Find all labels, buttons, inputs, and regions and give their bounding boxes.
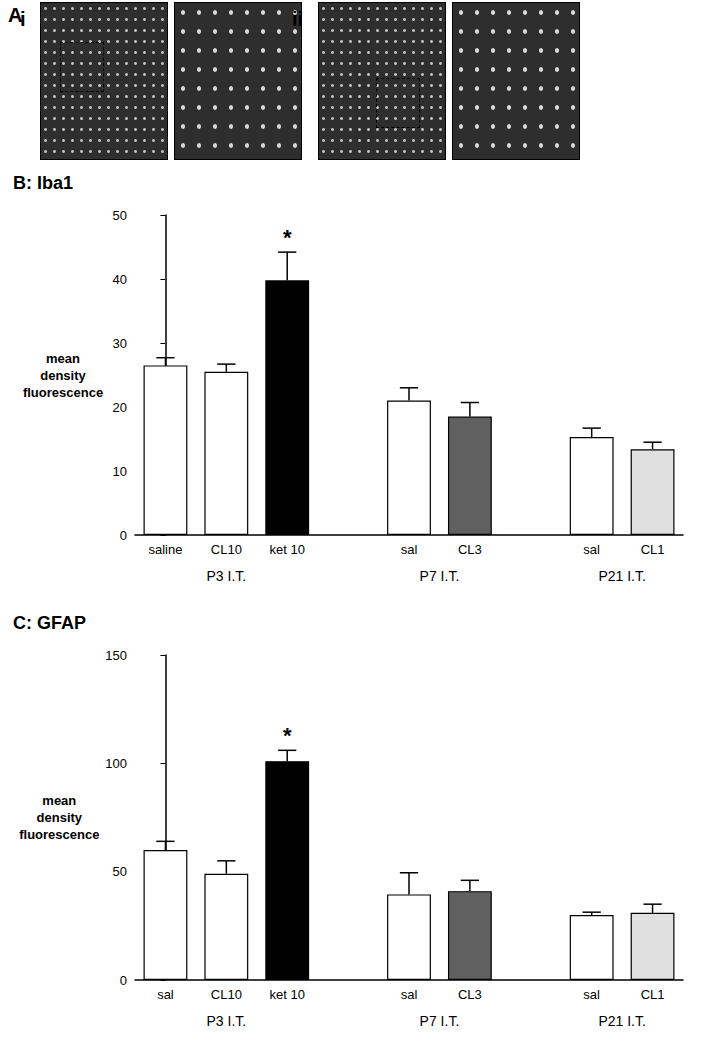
svg-text:P7 I.T.: P7 I.T. [420, 1013, 460, 1029]
html-text:A: A [8, 4, 23, 26]
svg-text:150: 150 [105, 648, 127, 663]
svg-text:sal: sal [157, 987, 174, 1002]
svg-text:P3 I.T.: P3 I.T. [206, 568, 246, 584]
svg-text:mean: mean [46, 351, 80, 366]
svg-text:*: * [283, 225, 292, 250]
svg-text:C: GFAP: C: GFAP [13, 613, 86, 633]
svg-text:sal: sal [401, 542, 418, 557]
svg-text:40: 40 [113, 272, 127, 287]
svg-text:fluorescence: fluorescence [19, 827, 99, 842]
svg-text:CL1: CL1 [641, 987, 665, 1002]
svg-text:sal: sal [583, 542, 600, 557]
svg-text:density: density [37, 810, 83, 825]
svg-text:50: 50 [113, 208, 127, 223]
svg-text:ket 10: ket 10 [270, 987, 305, 1002]
svg-text:50: 50 [113, 864, 127, 879]
svg-text:P21 I.T.: P21 I.T. [598, 568, 645, 584]
svg-text:B: Iba1: B: Iba1 [13, 173, 73, 193]
svg-text:0: 0 [120, 973, 127, 988]
svg-text:P7 I.T.: P7 I.T. [420, 568, 460, 584]
svg-text:P3 I.T.: P3 I.T. [206, 1013, 246, 1029]
html-text:i: i [20, 8, 26, 30]
svg-text:sal: sal [583, 987, 600, 1002]
svg-text:CL1: CL1 [641, 542, 665, 557]
svg-text:CL3: CL3 [458, 987, 482, 1002]
svg-text:CL3: CL3 [458, 542, 482, 557]
svg-text:100: 100 [105, 756, 127, 771]
svg-text:saline: saline [148, 542, 182, 557]
svg-text:P21 I.T.: P21 I.T. [598, 1013, 645, 1029]
svg-text:CL10: CL10 [211, 542, 242, 557]
svg-text:mean: mean [42, 793, 76, 808]
svg-text:*: * [283, 723, 292, 748]
svg-text:20: 20 [113, 400, 127, 415]
svg-text:0: 0 [120, 528, 127, 543]
svg-text:ket 10: ket 10 [270, 542, 305, 557]
svg-text:fluorescence: fluorescence [23, 385, 103, 400]
html-text:ii: ii [292, 8, 304, 30]
svg-text:30: 30 [113, 336, 127, 351]
svg-text:10: 10 [113, 464, 127, 479]
svg-text:density: density [40, 368, 86, 383]
svg-text:sal: sal [401, 987, 418, 1002]
svg-text:CL10: CL10 [211, 987, 242, 1002]
